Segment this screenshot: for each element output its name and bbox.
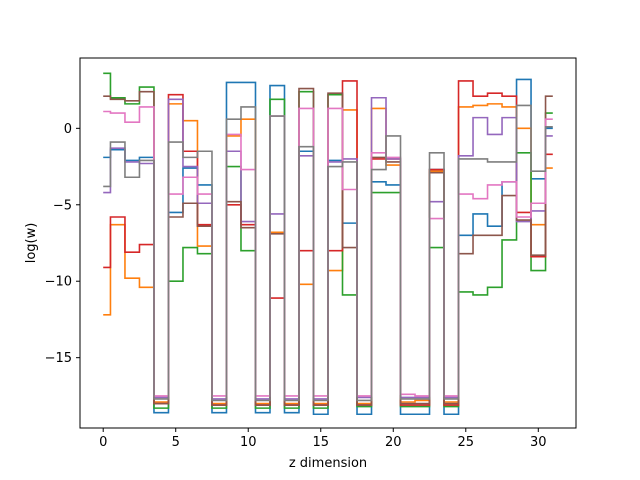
x-axis: 0 5 10 15 20 25 30 [99, 428, 547, 450]
y-tick-label: −15 [45, 351, 72, 366]
x-tick-label: 25 [458, 435, 475, 450]
plot-area [103, 72, 553, 416]
y-tick-label: 0 [64, 122, 72, 137]
y-axis-label: log(w) [24, 223, 39, 264]
x-tick-label: 10 [240, 435, 257, 450]
x-tick-label: 20 [385, 435, 402, 450]
axes-frame [79, 57, 577, 429]
x-tick-label: 15 [312, 435, 329, 450]
x-axis-label: z dimension [289, 456, 367, 471]
series-line-6 [103, 87, 553, 406]
x-tick-label: 30 [530, 435, 547, 450]
x-tick-label: 5 [172, 435, 180, 450]
y-tick-label: −5 [53, 198, 72, 213]
x-tick-label: 0 [99, 435, 107, 450]
series-line-3 [103, 72, 553, 409]
series-line-8 [103, 104, 553, 402]
y-axis: 0 −5 −10 −15 [45, 122, 80, 366]
y-tick-label: −10 [45, 275, 72, 290]
